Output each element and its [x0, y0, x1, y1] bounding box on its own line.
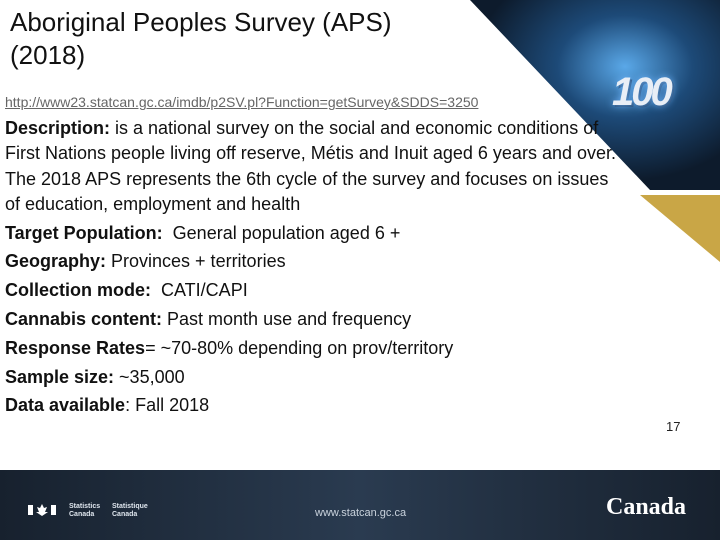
field-label: Target Population: [5, 222, 163, 243]
footer: Statistics Canada Statistique Canada www… [0, 470, 720, 540]
wordmark: Canada [606, 494, 687, 520]
field-list: Description: is a national survey on the… [5, 116, 617, 420]
header-graphic [470, 0, 720, 190]
field-label: Data available [5, 395, 126, 416]
website[interactable]: www.statcan.gc.ca [315, 507, 407, 519]
field: Description: is a national survey on the… [5, 116, 617, 218]
decoration [470, 0, 720, 262]
field-label: Sample size: [5, 366, 115, 387]
field: Geography: Provinces + territories [5, 247, 617, 276]
field-label: Collection mode: [5, 280, 152, 301]
field-text: = ~70-80% depending on prov/territory [145, 337, 454, 358]
field: Sample size: ~35,000 [5, 363, 617, 392]
field-text: Provinces + territories [106, 251, 286, 272]
field-label: Cannabis content: [5, 309, 163, 330]
field: Target Population: General population ag… [5, 219, 617, 248]
agency-en: Statistics Canada [69, 503, 101, 518]
field-text: General population aged 6 + [162, 222, 401, 243]
field-text: CATI/CAPI [151, 280, 248, 301]
badge: 100 [612, 70, 673, 114]
page-number: 17 [666, 419, 681, 434]
field: Collection mode: CATI/CAPI [5, 276, 617, 305]
flag-symbol [28, 504, 56, 516]
field: Cannabis content: Past month use and fre… [5, 305, 617, 334]
field-text: : Fall 2018 [125, 395, 210, 416]
link[interactable]: http://www23.statcan.gc.ca/imdb/p2SV.pl?… [5, 94, 479, 110]
field-text: Past month use and frequency [162, 309, 412, 330]
field-label: Response Rates [5, 337, 146, 358]
gold-accent [640, 195, 720, 262]
field: Data available: Fall 2018 [5, 391, 617, 420]
field-label: Geography: [5, 251, 107, 272]
slide-title: Aboriginal Peoples Survey (APS) (2018) [10, 7, 392, 70]
field-text: ~35,000 [114, 366, 185, 387]
agency-fr: Statistique Canada [112, 503, 148, 518]
field-text: is a national survey on the social and e… [5, 118, 616, 215]
field: Response Rates= ~70-80% depending on pro… [5, 334, 617, 363]
field-label: Description: [5, 118, 111, 138]
